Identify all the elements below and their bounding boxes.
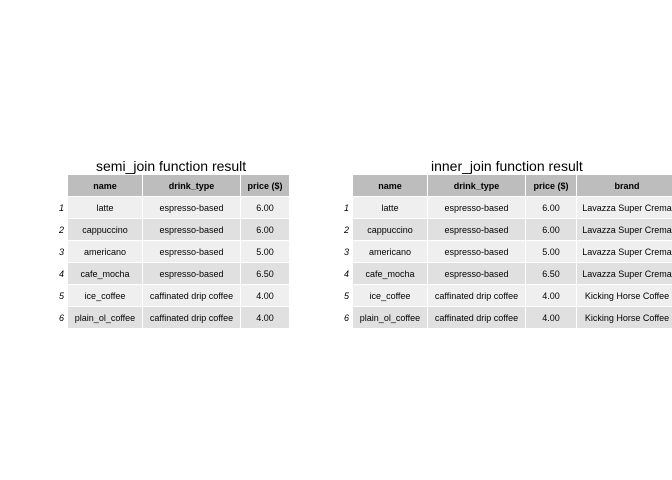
- table-cell: 6.50: [526, 263, 576, 284]
- table-cell: 4.00: [526, 307, 576, 328]
- column-header: price ($): [241, 175, 289, 196]
- row-number: 4: [343, 268, 349, 279]
- table-cell: Lavazza Super Crema: [577, 263, 672, 284]
- table-cell: Lavazza Super Crema: [577, 197, 672, 218]
- table-cell: cappuccino: [68, 219, 142, 240]
- table-cell: plain_ol_coffee: [353, 307, 427, 328]
- row-number: 6: [58, 312, 64, 323]
- table-cell: americano: [68, 241, 142, 262]
- table-cell: espresso-based: [143, 263, 240, 284]
- table-cell: cafe_mocha: [353, 263, 427, 284]
- column-header: name: [353, 175, 427, 196]
- table-title: inner_join function result: [431, 158, 583, 174]
- column-header: brand: [577, 175, 672, 196]
- row-number: 2: [343, 224, 349, 235]
- table-cell: espresso-based: [143, 219, 240, 240]
- table-cell: cafe_mocha: [68, 263, 142, 284]
- table-cell: latte: [68, 197, 142, 218]
- table-cell: Lavazza Super Crema: [577, 241, 672, 262]
- table-cell: americano: [353, 241, 427, 262]
- row-number: 5: [343, 290, 349, 301]
- table-cell: caffinated drip coffee: [428, 307, 525, 328]
- table-cell: espresso-based: [428, 263, 525, 284]
- column-header: name: [68, 175, 142, 196]
- table-cell: 6.00: [241, 219, 289, 240]
- table-cell: plain_ol_coffee: [68, 307, 142, 328]
- column-header: price ($): [526, 175, 576, 196]
- table-cell: espresso-based: [143, 241, 240, 262]
- table-cell: 6.00: [526, 197, 576, 218]
- table-cell: ice_coffee: [68, 285, 142, 306]
- table-cell: espresso-based: [143, 197, 240, 218]
- row-number: 2: [58, 224, 64, 235]
- table-cell: caffinated drip coffee: [143, 307, 240, 328]
- table-cell: Kicking Horse Coffee: [577, 285, 672, 306]
- table-cell: Kicking Horse Coffee: [577, 307, 672, 328]
- table-cell: espresso-based: [428, 219, 525, 240]
- table-cell: 6.00: [241, 197, 289, 218]
- table-cell: 4.00: [526, 285, 576, 306]
- row-number: 6: [343, 312, 349, 323]
- row-number: 5: [58, 290, 64, 301]
- row-number: 3: [343, 246, 349, 257]
- column-header: drink_type: [143, 175, 240, 196]
- table-cell: 6.00: [526, 219, 576, 240]
- table-cell: caffinated drip coffee: [428, 285, 525, 306]
- row-number: 1: [58, 202, 64, 213]
- table-cell: espresso-based: [428, 241, 525, 262]
- table-cell: cappuccino: [353, 219, 427, 240]
- table-cell: latte: [353, 197, 427, 218]
- table-cell: espresso-based: [428, 197, 525, 218]
- table-cell: 5.00: [241, 241, 289, 262]
- table-title: semi_join function result: [96, 158, 247, 174]
- row-number: 4: [58, 268, 64, 279]
- table-cell: 6.50: [241, 263, 289, 284]
- table-cell: caffinated drip coffee: [143, 285, 240, 306]
- table-cell: 4.00: [241, 307, 289, 328]
- column-header: drink_type: [428, 175, 525, 196]
- table-cell: ice_coffee: [353, 285, 427, 306]
- table-cell: 4.00: [241, 285, 289, 306]
- table-cell: Lavazza Super Crema: [577, 219, 672, 240]
- row-number: 1: [343, 202, 349, 213]
- table-cell: 5.00: [526, 241, 576, 262]
- row-number: 3: [58, 246, 64, 257]
